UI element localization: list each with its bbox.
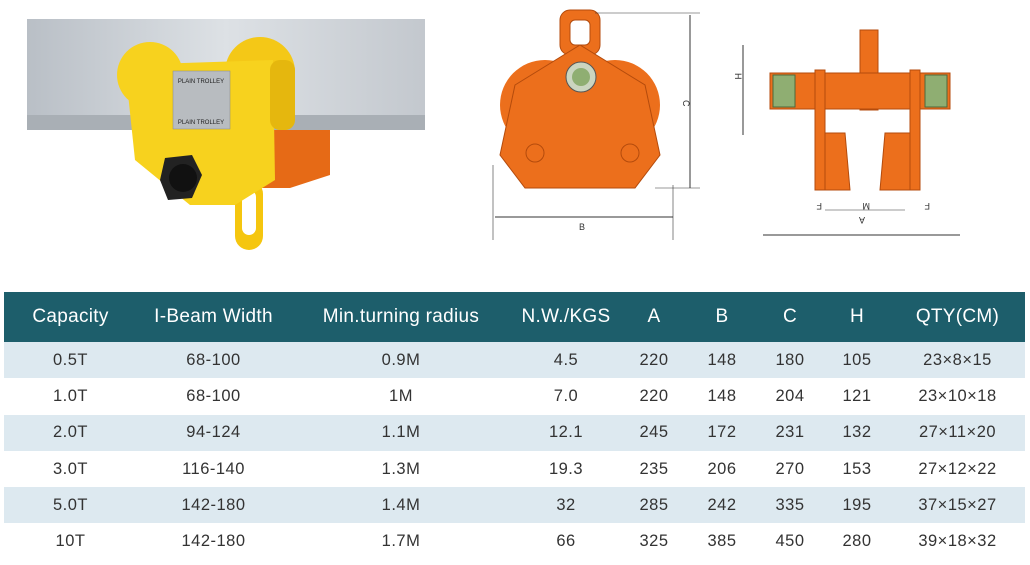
table-cell: 1.3M (381, 459, 421, 478)
table-cell: 66 (556, 532, 576, 551)
table-cell: 1.0T (52, 386, 89, 405)
table-cell: 245 (620, 414, 688, 451)
column-header: Capacity (4, 292, 137, 342)
dimension-label-a: A (859, 215, 865, 225)
table-cell: 19.3 (548, 459, 584, 478)
table-cell: 242 (688, 487, 756, 524)
table-cell: 132 (824, 414, 890, 451)
table-cell: 3.0T (52, 459, 89, 478)
column-header: QTY(CM) (890, 292, 1025, 342)
table-cell: 10T (55, 532, 86, 551)
table-row: 5.0T 142-180 1.4M 32 285 242 335 195 37×15×27 (4, 487, 1025, 524)
front-dimension-diagram: C B (492, 9, 700, 240)
table-cell: 39×18×32 (918, 532, 997, 551)
side-dimension-diagram: H F M F A (733, 29, 960, 236)
table-cell: 27×11×20 (890, 414, 1025, 451)
dimension-label-f-right: F (924, 201, 930, 211)
dimension-label-b: B (579, 222, 585, 232)
table-cell: 270 (775, 459, 805, 478)
table-cell: 37×15×27 (890, 487, 1025, 524)
table-cell: 68-100 (186, 386, 241, 405)
table-cell: 0.9M (290, 342, 512, 379)
column-header: B (688, 292, 756, 342)
dimension-label-f-left: F (816, 201, 822, 211)
table-cell: 450 (775, 532, 805, 551)
table-cell: 220 (639, 386, 669, 405)
plate-text-top: PLAIN TROLLEY (178, 79, 224, 85)
plate-text-bottom: PLAIN TROLLEY (178, 120, 224, 126)
table-cell: 206 (707, 459, 737, 478)
table-cell: 285 (620, 487, 688, 524)
table-cell: 23×8×15 (890, 342, 1025, 379)
table-cell: 32 (512, 487, 620, 524)
table-cell: 7.0 (553, 386, 579, 405)
table-cell: 23×10×18 (918, 386, 997, 405)
table-cell: 220 (620, 342, 688, 379)
table-cell: 153 (842, 459, 872, 478)
table-cell: 116-140 (182, 459, 245, 478)
column-header: H (824, 292, 890, 342)
table-cell: 0.5T (4, 342, 137, 379)
table-cell: 12.1 (512, 414, 620, 451)
table-cell: 231 (756, 414, 824, 451)
table-cell: 1.4M (290, 487, 512, 524)
table-cell: 335 (756, 487, 824, 524)
column-header: Min.turning radius (290, 292, 512, 342)
table-cell: 2.0T (4, 414, 137, 451)
table-cell: 148 (707, 386, 737, 405)
table-cell: 1.7M (381, 532, 421, 551)
table-cell: 1.1M (290, 414, 512, 451)
table-cell: 5.0T (4, 487, 137, 524)
table-cell: 148 (688, 342, 756, 379)
dimension-label-h: H (733, 73, 743, 80)
table-cell: 27×12×22 (918, 459, 997, 478)
table-cell: 94-124 (137, 414, 290, 451)
table-cell: 180 (756, 342, 824, 379)
specification-table: Capacity I-Beam Width Min.turning radius N.… (4, 292, 1025, 560)
table-cell: 121 (842, 386, 872, 405)
table-cell: 142-180 (181, 532, 246, 551)
table-row: 1.0T 68-100 1M 7.0 220 148 204 121 23×10×18 (4, 378, 1025, 414)
table-cell: 142-180 (137, 487, 290, 524)
product-photo: PLAIN TROLLEY PLAIN TROLLEY (27, 19, 425, 250)
table-cell: 172 (688, 414, 756, 451)
column-header: I-Beam Width (137, 292, 290, 342)
table-cell: 280 (842, 532, 872, 551)
table-row: 2.0T 94-124 1.1M 12.1 245 172 231 132 27×11×20 (4, 414, 1025, 451)
column-header: C (756, 292, 824, 342)
table-cell: 68-100 (137, 342, 290, 379)
table-cell: 325 (639, 532, 669, 551)
dimension-label-c: C (681, 100, 691, 107)
dimension-label-m: M (863, 201, 871, 211)
table-row: 0.5T 68-100 0.9M 4.5 220 148 180 105 23×8×15 (4, 342, 1025, 379)
table-cell: 204 (775, 386, 805, 405)
table-cell: 1M (389, 386, 413, 405)
table-header-row: Capacity I-Beam Width Min.turning radius N.… (4, 292, 1025, 342)
table-cell: 385 (707, 532, 737, 551)
column-header: A (620, 292, 688, 342)
column-header: N.W./KGS (512, 292, 620, 342)
table-cell: 195 (824, 487, 890, 524)
table-cell: 4.5 (512, 342, 620, 379)
table-cell: 105 (824, 342, 890, 379)
table-row: 10T 142-180 1.7M 66 325 385 450 280 39×18×32 (4, 523, 1025, 559)
table-cell: 235 (639, 459, 669, 478)
table-row: 3.0T 116-140 1.3M 19.3 235 206 270 153 27×12×22 (4, 451, 1025, 487)
